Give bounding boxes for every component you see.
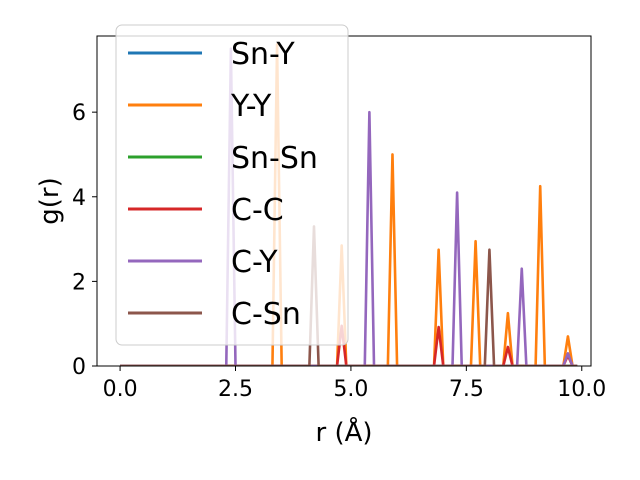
- legend-label: C-Y: [231, 245, 278, 280]
- x-tick-label: 10.0: [557, 377, 606, 402]
- x-tick-label: 2.5: [218, 377, 253, 402]
- x-tick-label: 7.5: [449, 377, 484, 402]
- y-axis-label: g(r): [35, 177, 65, 224]
- legend-label: Sn-Sn: [231, 141, 318, 176]
- legend-label: Y-Y: [230, 89, 272, 124]
- x-tick-label: 5.0: [333, 377, 368, 402]
- legend-label: C-Sn: [231, 297, 301, 332]
- series-line-y-y: [120, 43, 578, 366]
- legend-label: Sn-Y: [231, 37, 295, 72]
- y-axis-ticks: 0 2 4 6: [72, 101, 97, 380]
- y-tick-label: 0: [72, 355, 86, 380]
- x-axis-ticks: 0.0 2.5 5.0 7.5 10.0: [103, 366, 606, 402]
- y-tick-label: 6: [72, 101, 86, 126]
- y-tick-label: 4: [72, 186, 86, 211]
- x-axis-label: r (Å): [315, 416, 372, 448]
- x-tick-label: 0.0: [103, 377, 138, 402]
- y-tick-label: 2: [72, 270, 86, 295]
- legend: Sn-Y Y-Y Sn-Sn C-C C-Y C-Sn: [115, 24, 349, 346]
- legend-label: C-C: [231, 193, 284, 228]
